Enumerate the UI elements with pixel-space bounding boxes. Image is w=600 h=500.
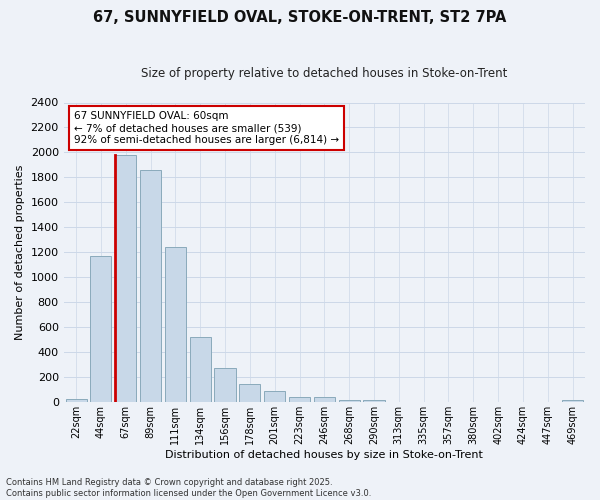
- Text: 67, SUNNYFIELD OVAL, STOKE-ON-TRENT, ST2 7PA: 67, SUNNYFIELD OVAL, STOKE-ON-TRENT, ST2…: [94, 10, 506, 25]
- Bar: [364, 400, 385, 402]
- X-axis label: Distribution of detached houses by size in Stoke-on-Trent: Distribution of detached houses by size …: [166, 450, 483, 460]
- Y-axis label: Number of detached properties: Number of detached properties: [15, 164, 25, 340]
- Bar: [289, 398, 310, 402]
- Bar: [338, 400, 360, 402]
- Bar: [165, 247, 186, 402]
- Title: Size of property relative to detached houses in Stoke-on-Trent: Size of property relative to detached ho…: [141, 68, 508, 80]
- Bar: [214, 368, 236, 402]
- Bar: [190, 338, 211, 402]
- Bar: [562, 400, 583, 402]
- Text: Contains HM Land Registry data © Crown copyright and database right 2025.
Contai: Contains HM Land Registry data © Crown c…: [6, 478, 371, 498]
- Bar: [91, 256, 112, 402]
- Bar: [239, 384, 260, 402]
- Bar: [65, 399, 86, 402]
- Bar: [314, 398, 335, 402]
- Text: 67 SUNNYFIELD OVAL: 60sqm
← 7% of detached houses are smaller (539)
92% of semi-: 67 SUNNYFIELD OVAL: 60sqm ← 7% of detach…: [74, 112, 339, 144]
- Bar: [264, 391, 285, 402]
- Bar: [140, 170, 161, 402]
- Bar: [115, 155, 136, 402]
